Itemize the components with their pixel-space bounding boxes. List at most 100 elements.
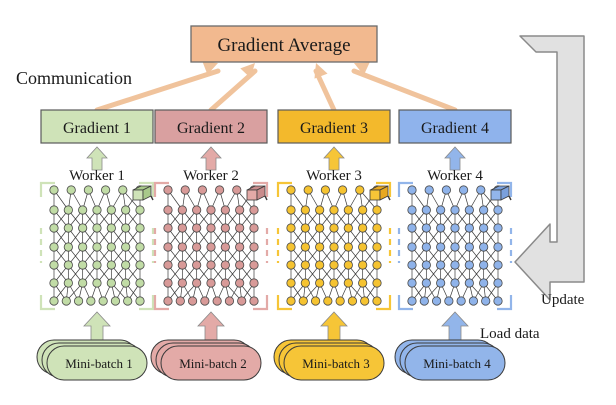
network-node bbox=[358, 223, 368, 233]
worker-frame-3 bbox=[276, 181, 392, 311]
network-node bbox=[220, 242, 230, 252]
frame-corner bbox=[497, 181, 513, 197]
frame-corner bbox=[139, 181, 155, 197]
communication-arrows bbox=[94, 61, 458, 113]
load-up-arrow-1 bbox=[83, 311, 111, 341]
update-label: Update bbox=[541, 292, 585, 308]
network-node bbox=[73, 296, 84, 306]
network-node bbox=[329, 242, 339, 252]
gradient-box-1 bbox=[40, 109, 154, 144]
network-node bbox=[106, 205, 116, 215]
frame-corner bbox=[397, 295, 413, 311]
network-node bbox=[235, 278, 245, 288]
network-node bbox=[407, 205, 417, 215]
network-node bbox=[372, 296, 382, 306]
network-node bbox=[315, 205, 325, 215]
network-node bbox=[358, 260, 368, 270]
network-node bbox=[436, 260, 446, 270]
network-node bbox=[135, 260, 145, 270]
gradient-average-label: Gradient Average bbox=[217, 35, 350, 56]
cube-front bbox=[369, 189, 381, 201]
network-node bbox=[479, 205, 489, 215]
network-node bbox=[315, 242, 325, 252]
network-node bbox=[479, 223, 489, 233]
network-node bbox=[464, 260, 474, 270]
network-node bbox=[232, 185, 242, 195]
network-node bbox=[358, 242, 368, 252]
network-node bbox=[163, 278, 173, 288]
network-node bbox=[49, 185, 59, 195]
network-node bbox=[135, 242, 145, 252]
network-node bbox=[407, 296, 417, 306]
gradient-up-arrow-3 bbox=[323, 146, 345, 171]
network-node bbox=[235, 260, 245, 270]
network-node bbox=[86, 296, 96, 306]
frame-corner bbox=[153, 181, 169, 197]
network-node bbox=[192, 242, 202, 252]
network-node bbox=[92, 223, 102, 233]
network-node bbox=[163, 223, 173, 233]
frame-corner bbox=[139, 295, 155, 311]
network-node bbox=[63, 223, 73, 233]
network-node bbox=[343, 278, 353, 288]
network-node bbox=[121, 205, 131, 215]
network-node bbox=[300, 223, 310, 233]
network-node bbox=[49, 278, 59, 288]
network-node bbox=[121, 260, 131, 270]
cube-front bbox=[132, 189, 144, 201]
network-node bbox=[123, 296, 133, 306]
network-node bbox=[121, 223, 131, 233]
network-node bbox=[329, 223, 339, 233]
gradient-box-3 bbox=[277, 109, 391, 144]
network-node bbox=[493, 223, 503, 233]
frame-corner bbox=[497, 295, 513, 311]
network-node bbox=[347, 296, 358, 306]
network-nodes bbox=[49, 185, 145, 306]
network-node bbox=[464, 278, 474, 288]
network-node bbox=[197, 185, 207, 195]
network-node bbox=[476, 185, 486, 195]
network-node bbox=[101, 185, 111, 195]
network-node bbox=[355, 185, 365, 195]
cube-front bbox=[490, 189, 502, 201]
gradient-box-2 bbox=[154, 109, 268, 144]
network-node bbox=[407, 223, 417, 233]
cube-front bbox=[246, 189, 258, 201]
network-nodes bbox=[163, 185, 259, 306]
network-node bbox=[358, 205, 368, 215]
network-node bbox=[450, 242, 460, 252]
mini-batch-label-1: Mini-batch 1 bbox=[65, 356, 133, 371]
network-node bbox=[177, 223, 187, 233]
network-node bbox=[300, 205, 310, 215]
network-node bbox=[436, 205, 446, 215]
network-node bbox=[458, 185, 469, 195]
network-node bbox=[436, 223, 446, 233]
network-node bbox=[419, 296, 429, 306]
frame-corner bbox=[376, 181, 392, 197]
network-node bbox=[407, 242, 417, 252]
communication-arrow-1 bbox=[94, 61, 221, 113]
network-node bbox=[450, 260, 460, 270]
network-node bbox=[464, 242, 474, 252]
network-node bbox=[177, 260, 187, 270]
network-node bbox=[286, 223, 296, 233]
network-node bbox=[118, 185, 128, 195]
network-node bbox=[177, 278, 187, 288]
worker-column-3: Gradient 3 Worker 3 Mini-batch 3 bbox=[273, 109, 392, 381]
network-node bbox=[358, 278, 368, 288]
network-node bbox=[78, 242, 88, 252]
network-node bbox=[63, 260, 73, 270]
communication-arrow-4 bbox=[351, 62, 458, 113]
worker-column-1: Gradient 1 Worker 1 Mini-batch 1 bbox=[36, 109, 155, 381]
network-node bbox=[163, 296, 173, 306]
network-node bbox=[66, 185, 76, 195]
network-node bbox=[421, 205, 431, 215]
network-node bbox=[206, 242, 216, 252]
frame-corner bbox=[276, 295, 292, 311]
communication-arrow-shaft bbox=[313, 68, 337, 113]
network-node bbox=[163, 185, 173, 195]
cube-icon bbox=[132, 185, 154, 201]
update-arrow bbox=[514, 35, 585, 301]
load-up-arrow-4 bbox=[441, 311, 469, 341]
network-node bbox=[106, 260, 116, 270]
